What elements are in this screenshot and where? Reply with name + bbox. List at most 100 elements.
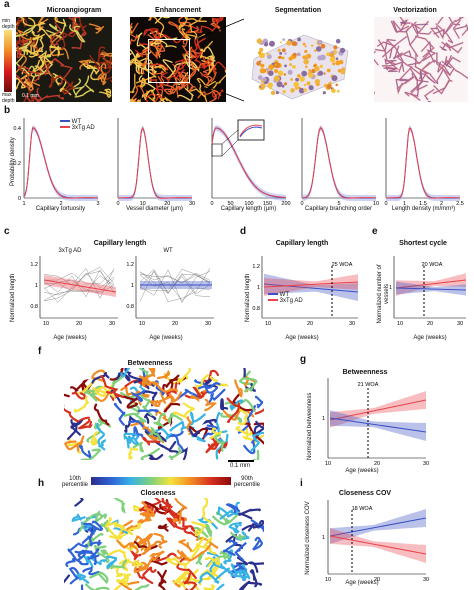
b-wt-band <box>24 125 98 201</box>
segmentation-voxel <box>301 70 308 77</box>
segmentation-voxel <box>293 81 299 88</box>
vessel-segment <box>82 61 101 75</box>
b-ytick: 0.4 <box>13 126 21 132</box>
y-tick: 1 <box>322 535 325 541</box>
x-tick: 30 <box>109 321 115 327</box>
network-vessel <box>193 526 209 540</box>
b4-xlabel: Capillary branching order <box>304 206 373 212</box>
network-vessel <box>235 426 253 436</box>
segmentation-voxel <box>332 62 336 66</box>
segmentation-voxel <box>284 52 287 55</box>
vector-centerline <box>427 100 433 102</box>
d-woa-label: 25 WOA <box>332 262 353 268</box>
segmentation-voxel <box>311 44 314 47</box>
segmentation-voxel <box>267 82 273 88</box>
segmentation-voxel <box>277 48 281 52</box>
vector-skeleton <box>406 27 419 57</box>
network-vessel <box>228 521 242 530</box>
panel-i-title: Closeness COV <box>338 490 392 497</box>
x-tick: 10 <box>325 577 331 583</box>
segmentation-voxel <box>316 46 322 52</box>
x-tick: 30 <box>349 321 355 327</box>
segmentation-voxel <box>274 68 279 74</box>
network-vessel <box>173 570 188 589</box>
segmentation-voxel <box>270 90 276 96</box>
segmentation-voxel <box>304 45 307 48</box>
x-tick: 20 <box>374 461 380 467</box>
panel-c-xlabel-left: Age (weeks) <box>53 335 87 341</box>
network-vessel <box>143 412 157 424</box>
network-vessel <box>115 372 131 382</box>
network-vessel <box>90 431 99 446</box>
network-vessel <box>89 571 109 585</box>
network-vessel <box>137 533 152 546</box>
vessel-segment <box>23 90 35 102</box>
network-vessel <box>107 549 130 562</box>
c-subject-trace <box>43 266 115 303</box>
segmentation-voxel <box>340 69 346 75</box>
segmentation-voxel <box>275 91 279 95</box>
segmentation-voxel <box>282 90 286 94</box>
network-vessel <box>64 404 90 423</box>
b-ad-curve <box>23 127 98 199</box>
vessel-segment <box>194 51 214 70</box>
vector-skeleton <box>435 23 453 44</box>
vessel-segment <box>98 46 112 69</box>
segmentation-voxel <box>290 78 293 81</box>
segmentation-volume <box>251 34 349 100</box>
b-xtick: 0 <box>300 201 303 207</box>
vector-skeleton <box>441 41 464 49</box>
vessel-segment <box>187 88 208 102</box>
panel-a-letter: a <box>4 0 10 10</box>
vector-skeleton <box>374 51 376 54</box>
network-vessel <box>104 517 127 532</box>
d-wt-fit-band <box>264 273 358 301</box>
vessel-segment <box>130 73 137 94</box>
segmentation-voxel <box>314 79 321 85</box>
network-vessel <box>249 569 258 588</box>
network-vessel <box>158 569 167 587</box>
vessel-segment <box>188 38 201 58</box>
x-tick: 20 <box>427 321 433 327</box>
network-vessel <box>161 498 173 509</box>
segmentation-voxel <box>256 38 263 44</box>
vessel-segment <box>134 42 151 58</box>
network-vessel <box>252 536 263 551</box>
y-tick: 1 <box>322 416 325 422</box>
network-vessel <box>123 412 147 423</box>
segmentation-voxel <box>318 70 324 76</box>
enhancement-image <box>130 17 226 102</box>
network-vessel <box>116 539 139 554</box>
network-vessel <box>138 561 150 570</box>
b1-xlabel: Capillary tortuosity <box>35 206 86 212</box>
network-vessel <box>128 446 139 460</box>
b-inset-ad <box>239 124 263 137</box>
vector-skeleton <box>414 20 429 34</box>
vessel-segment <box>152 63 165 88</box>
e-wt-fit-line <box>395 287 467 291</box>
x-tick: 20 <box>374 577 380 583</box>
segmentation-voxel <box>274 63 277 67</box>
vessel-segment <box>16 17 26 25</box>
vessel-segment <box>211 69 226 90</box>
network-vessel <box>73 395 90 413</box>
vessel-segment <box>210 17 221 32</box>
vessel-segment <box>130 22 139 45</box>
network-vessel <box>122 573 129 586</box>
vector-skeleton <box>374 59 379 66</box>
vessel-segment <box>130 58 144 66</box>
panel-h-title: Closeness <box>140 490 176 497</box>
segmentation-voxel <box>262 55 265 58</box>
network-vessel <box>197 516 218 530</box>
network-vessel <box>113 402 126 426</box>
segmentation-voxel <box>336 89 340 93</box>
panel-d-xlabel: Age (weeks) <box>285 335 319 341</box>
depth-min-label: min depth <box>2 18 15 30</box>
network-vessel <box>230 531 246 542</box>
network-vessel <box>181 568 199 586</box>
panel-c-letter: c <box>4 226 10 237</box>
y-tick: 0.8 <box>252 306 260 312</box>
x-tick: 10 <box>325 461 331 467</box>
segmentation-voxel <box>279 51 283 55</box>
vessel-segment <box>130 49 147 75</box>
